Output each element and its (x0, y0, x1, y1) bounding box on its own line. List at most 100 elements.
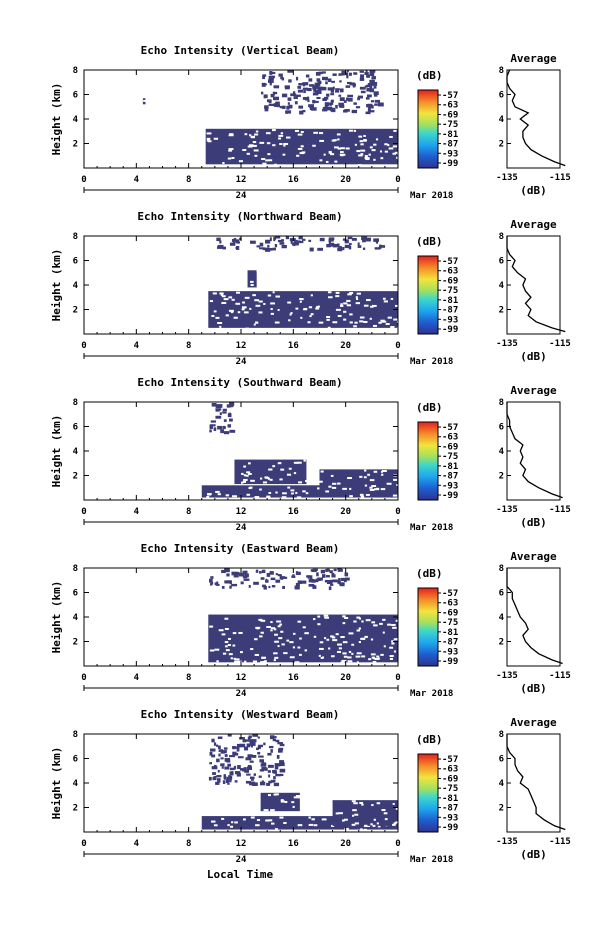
heatmap-gap (358, 135, 363, 138)
heatmap-cell (317, 247, 323, 251)
heatmap-cell (379, 245, 386, 248)
heatmap-gap (280, 799, 284, 802)
heatmap-cell (247, 754, 253, 758)
heatmap-gap (219, 292, 224, 295)
heatmap-gap (293, 632, 296, 635)
heatmap-cell (248, 736, 252, 739)
heatmap-cell (267, 764, 274, 768)
heatmap-gap (224, 641, 229, 644)
heatmap-gap (332, 639, 338, 642)
heatmap-gap (293, 461, 299, 464)
heatmap-cell (314, 82, 321, 87)
heatmap-gap (330, 474, 334, 477)
heatmap-cell (300, 580, 307, 584)
heatmap-gap (286, 473, 292, 476)
heatmap-cell (266, 782, 271, 786)
heatmap-cell (314, 100, 319, 103)
heatmap-gap (242, 818, 246, 821)
heatmap-cell (285, 236, 289, 240)
heatmap-gap (318, 647, 324, 650)
heatmap-cell (329, 570, 333, 574)
heatmap-cell (262, 584, 266, 588)
heatmap-gap (278, 137, 282, 140)
heatmap-gap (228, 296, 233, 299)
heatmap-cell (352, 83, 356, 87)
heatmap-gap (272, 144, 276, 147)
heatmap-gap (364, 155, 368, 158)
heatmap-gap (397, 152, 402, 155)
heatmap-gap (273, 628, 277, 631)
heatmap-cell (331, 574, 336, 578)
heatmap-gap (291, 492, 294, 495)
colorbar-tick-label: -69 (442, 774, 458, 784)
heatmap-cell (328, 237, 335, 241)
heatmap-cell (272, 738, 277, 742)
heatmap-gap (254, 133, 259, 136)
heatmap-gap (340, 154, 344, 157)
heatmap-cell (288, 79, 292, 83)
heatmap-cell (214, 582, 218, 586)
heatmap-gap (365, 493, 370, 496)
heatmap-cell (257, 745, 261, 750)
heatmap-gap (358, 617, 362, 620)
heatmap-gap (323, 614, 329, 617)
heatmap-cell (337, 580, 341, 584)
avg-x-tick-label: -115 (549, 671, 571, 681)
avg-y-tick-label: 2 (499, 638, 504, 648)
x-tick-label: 8 (186, 673, 191, 683)
heatmap-cell (317, 80, 322, 85)
heatmap-cell (298, 83, 304, 86)
heatmap-gap (261, 656, 266, 659)
heatmap-gap (305, 480, 309, 483)
heatmap-gap (372, 657, 376, 660)
heatmap-cell (308, 78, 313, 82)
heatmap-cell (275, 579, 281, 583)
heatmap-gap (397, 487, 402, 490)
heatmap-gap (326, 318, 330, 321)
x-tick-label: 0 (81, 507, 86, 517)
heatmap-gap (389, 135, 393, 138)
heatmap-cell (339, 97, 345, 102)
heatmap-gap (359, 316, 365, 319)
heatmap-cell (287, 97, 292, 101)
heatmap-cell (216, 237, 221, 242)
x-tick-label: 20 (340, 839, 351, 849)
heatmap-gap (369, 488, 375, 491)
heatmap-gap (389, 646, 394, 649)
y-tick-label: 6 (73, 755, 78, 765)
heatmap-gap (317, 615, 321, 618)
heatmap-cell (337, 568, 343, 572)
heatmap-gap (265, 132, 271, 135)
avg-y-tick-label: 2 (499, 804, 504, 814)
heatmap-gap (358, 641, 361, 644)
heatmap-gap (227, 824, 230, 827)
heatmap-gap (347, 293, 352, 296)
heatmap-gap (209, 300, 214, 303)
heatmap-cell (263, 585, 267, 590)
heatmap-cell (258, 744, 263, 748)
heatmap-cell (268, 79, 274, 83)
heatmap-gap (356, 616, 361, 619)
heatmap-gap (279, 816, 284, 819)
heatmap-cell (229, 777, 232, 781)
heatmap-cell (227, 763, 232, 767)
heatmap-cell (302, 238, 306, 241)
heatmap-gap (225, 494, 230, 497)
avg-title: Average (510, 550, 557, 563)
heatmap-cell (329, 583, 334, 586)
heatmap-cell (229, 767, 235, 771)
heatmap-cell (279, 106, 286, 109)
heatmap-gap (268, 491, 272, 494)
heatmap-gap (342, 622, 346, 625)
heatmap-gap (326, 315, 331, 318)
heatmap-gap (346, 299, 351, 302)
heatmap-cell (339, 246, 342, 249)
heatmap-cell (219, 240, 222, 244)
heatmap-cell (368, 110, 375, 113)
heatmap-gap (347, 656, 352, 659)
heatmap-cell (251, 778, 254, 781)
heatmap-cell (310, 577, 313, 580)
heatmap-cell (218, 753, 221, 757)
heatmap-cell (250, 744, 253, 748)
heatmap-cell (299, 240, 304, 244)
